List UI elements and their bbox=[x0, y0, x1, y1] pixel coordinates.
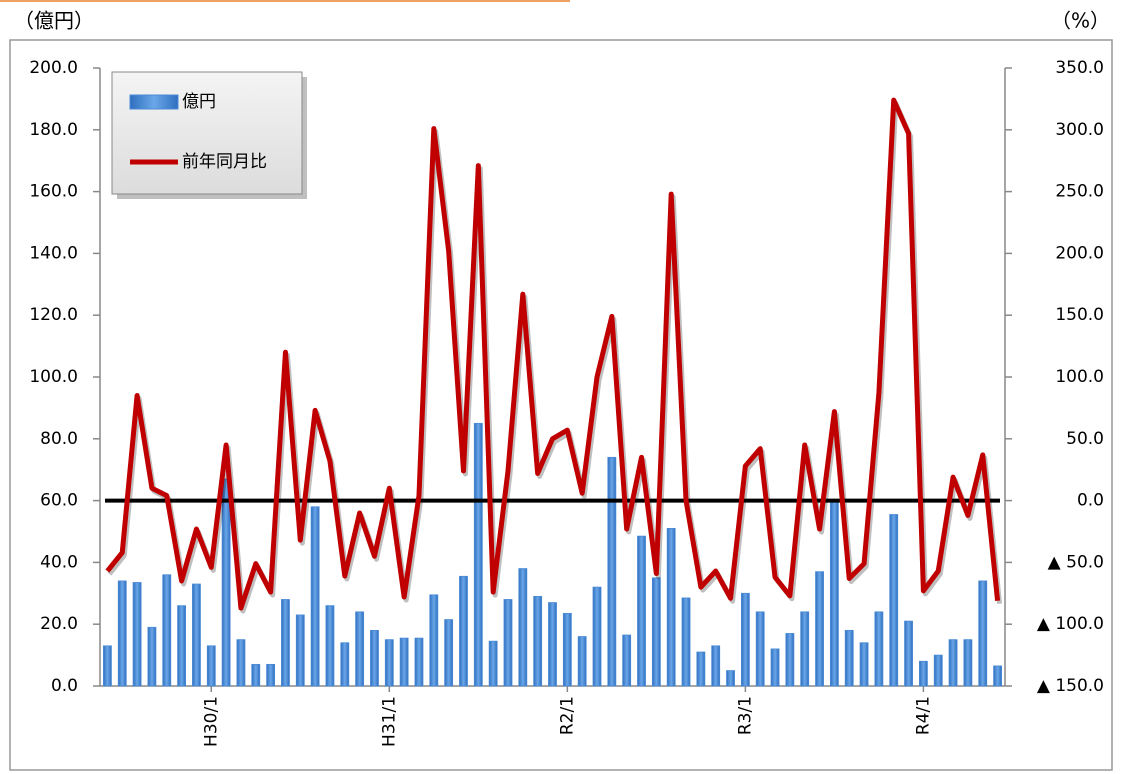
bar bbox=[518, 568, 528, 687]
y2-tick-label: 200.0 bbox=[1055, 243, 1104, 263]
bar bbox=[429, 594, 439, 687]
x-tick-label: R2/1 bbox=[557, 696, 577, 735]
y2-tick-label: 100.0 bbox=[1055, 367, 1104, 387]
bar bbox=[281, 599, 290, 687]
y2-tick-label: 50.0 bbox=[1066, 429, 1104, 449]
bar bbox=[251, 663, 261, 687]
bar bbox=[726, 670, 735, 687]
bar bbox=[236, 639, 246, 687]
bar bbox=[117, 580, 127, 687]
x-tick-label: R3/1 bbox=[735, 696, 755, 735]
bar bbox=[206, 645, 216, 687]
bar bbox=[473, 422, 483, 687]
bar bbox=[963, 639, 973, 687]
bar bbox=[310, 506, 320, 687]
bar bbox=[533, 595, 543, 687]
bar bbox=[993, 665, 1002, 687]
y-tick-label: 20.0 bbox=[40, 614, 78, 634]
y2-tick-label: 0.0 bbox=[1077, 491, 1104, 511]
bar bbox=[399, 637, 409, 687]
bar bbox=[933, 654, 943, 687]
bar bbox=[755, 611, 765, 687]
x-tick-label: H30/1 bbox=[201, 696, 221, 747]
bar bbox=[607, 456, 617, 687]
y-tick-label: 140.0 bbox=[29, 243, 78, 263]
bar bbox=[948, 639, 958, 687]
bar bbox=[637, 535, 646, 687]
bar bbox=[681, 597, 691, 687]
y2-tick-label: ▲ 150.0 bbox=[1037, 676, 1104, 696]
bar bbox=[770, 648, 780, 687]
y-tick-label: 180.0 bbox=[29, 120, 78, 140]
legend-swatch bbox=[129, 94, 179, 110]
bar bbox=[177, 605, 187, 687]
bar bbox=[295, 614, 305, 687]
y-tick-label: 200.0 bbox=[29, 58, 78, 78]
bar bbox=[711, 645, 721, 687]
bar bbox=[384, 639, 394, 687]
bar bbox=[488, 640, 498, 687]
bar bbox=[414, 637, 424, 687]
bar bbox=[503, 599, 513, 687]
bar bbox=[622, 634, 632, 687]
y2-unit-label: （%） bbox=[1051, 9, 1110, 33]
y-tick-label: 120.0 bbox=[29, 305, 78, 325]
bar bbox=[147, 626, 157, 687]
bar bbox=[577, 636, 587, 687]
legend-label: 億円 bbox=[182, 92, 216, 112]
bar bbox=[874, 611, 884, 687]
bar bbox=[355, 611, 365, 687]
bar bbox=[162, 574, 172, 687]
bar bbox=[325, 605, 335, 687]
bar bbox=[370, 629, 379, 687]
bar bbox=[978, 580, 988, 687]
bar bbox=[785, 633, 795, 687]
y-unit-label: （億円） bbox=[14, 9, 94, 33]
bar bbox=[815, 571, 824, 687]
x-tick-label: R4/1 bbox=[913, 696, 933, 735]
chart-frame bbox=[9, 39, 1113, 771]
bar bbox=[889, 514, 899, 687]
x-tick-label: H31/1 bbox=[379, 696, 399, 747]
bar bbox=[651, 577, 661, 687]
bar bbox=[548, 602, 557, 687]
y2-tick-label: 300.0 bbox=[1055, 120, 1104, 140]
bar bbox=[444, 619, 454, 687]
y2-tick-label: 250.0 bbox=[1055, 182, 1104, 202]
bar bbox=[918, 660, 928, 687]
line-series bbox=[105, 97, 1001, 611]
bar bbox=[800, 611, 810, 687]
bar bbox=[904, 620, 913, 687]
y-tick-label: 0.0 bbox=[51, 676, 78, 696]
legend bbox=[111, 71, 303, 195]
y-tick-label: 80.0 bbox=[40, 429, 78, 449]
legend-label: 前年同月比 bbox=[182, 152, 267, 172]
y-tick-label: 100.0 bbox=[29, 367, 78, 387]
y2-tick-label: 150.0 bbox=[1055, 305, 1104, 325]
y2-tick-label: ▲ 50.0 bbox=[1048, 552, 1104, 572]
bar bbox=[459, 575, 468, 687]
bar bbox=[192, 583, 201, 687]
bar bbox=[696, 651, 706, 687]
y2-tick-label: 350.0 bbox=[1055, 58, 1104, 78]
bar bbox=[592, 586, 602, 687]
bar bbox=[266, 663, 276, 687]
bar bbox=[221, 478, 231, 687]
y2-tick-label: ▲ 100.0 bbox=[1037, 614, 1104, 634]
y-tick-label: 60.0 bbox=[40, 491, 78, 511]
bar bbox=[859, 642, 869, 687]
bar bbox=[562, 612, 572, 687]
bar bbox=[103, 645, 112, 687]
bar bbox=[844, 629, 854, 687]
bar bbox=[340, 642, 350, 687]
y-tick-label: 40.0 bbox=[40, 552, 78, 572]
bar bbox=[666, 528, 676, 687]
y-tick-label: 160.0 bbox=[29, 182, 78, 202]
bar bbox=[829, 500, 839, 687]
bar bbox=[132, 582, 142, 687]
bar bbox=[740, 592, 750, 687]
